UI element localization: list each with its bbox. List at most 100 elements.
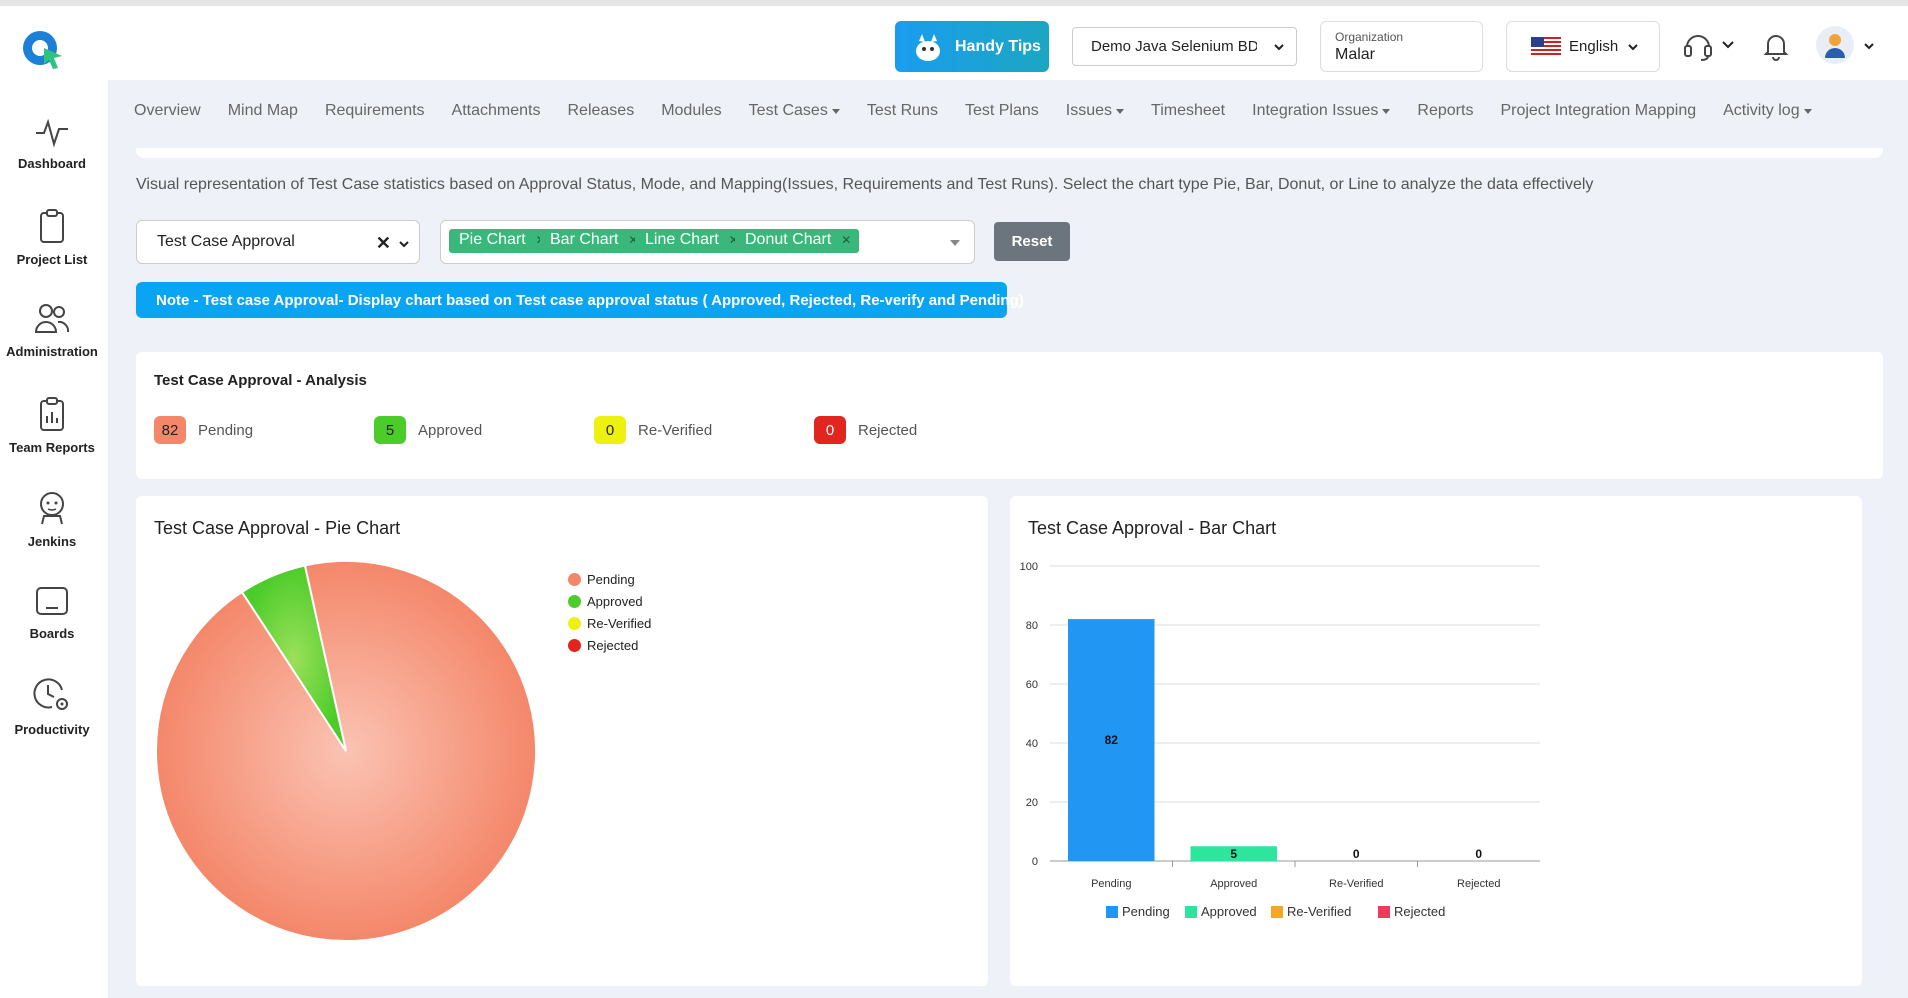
- tab-project-integration-mapping[interactable]: Project Integration Mapping: [1500, 102, 1696, 120]
- tab-label: Integration Issues: [1252, 102, 1379, 119]
- stat-pending: 82 Pending: [154, 416, 253, 444]
- tab-activity-log[interactable]: Activity log: [1723, 102, 1812, 120]
- stat-badge: 5: [374, 416, 406, 444]
- tab-label: Overview: [134, 102, 201, 119]
- organization-box[interactable]: Organization Malar: [1320, 21, 1483, 72]
- tab-label: Releases: [567, 102, 635, 119]
- legend-label[interactable]: Re-Verified: [1287, 904, 1351, 919]
- dropdown-arrow-icon[interactable]: [950, 240, 960, 246]
- us-flag-icon: [1531, 36, 1561, 57]
- legend-swatch[interactable]: [1271, 906, 1283, 918]
- bar-chart-title: Test Case Approval - Bar Chart: [1028, 518, 1277, 538]
- chip-pie-chart[interactable]: Pie Chart✕: [449, 229, 554, 253]
- legend-item[interactable]: Pending: [568, 568, 651, 590]
- sidebar-item-project-list[interactable]: Project List: [0, 208, 104, 267]
- clipboard-icon: [40, 209, 64, 243]
- tab-label: Requirements: [324, 102, 425, 119]
- notifications-button[interactable]: [1763, 31, 1789, 66]
- sidebar-item-team-reports[interactable]: Team Reports: [0, 396, 104, 455]
- tab-releases[interactable]: Releases: [567, 102, 634, 120]
- tab-modules[interactable]: Modules: [661, 102, 721, 120]
- handy-tips-button[interactable]: Handy Tips: [895, 21, 1049, 72]
- chip-bar-chart[interactable]: Bar Chart ✕: [540, 229, 647, 253]
- chip-label: Line Chart: [645, 231, 719, 248]
- sidebar: Dashboard Project List Administration Te…: [0, 80, 108, 998]
- sidebar-item-boards[interactable]: Boards: [0, 584, 104, 641]
- clear-icon[interactable]: ✕: [375, 233, 391, 253]
- stat-label: Rejected: [858, 421, 918, 439]
- sidebar-item-label: Boards: [29, 626, 75, 641]
- sidebar-item-label: Jenkins: [27, 534, 77, 549]
- user-avatar[interactable]: [1816, 26, 1854, 64]
- sidebar-item-jenkins[interactable]: Jenkins: [0, 490, 104, 549]
- legend-dot: [568, 616, 581, 630]
- tab-test-runs[interactable]: Test Runs: [867, 102, 938, 120]
- legend-label[interactable]: Pending: [1122, 904, 1170, 919]
- main-content: Overview Mind Map Requirements Attachments R…: [108, 80, 1908, 998]
- info-note: Note - Test case Approval- Display chart…: [136, 282, 1024, 318]
- tab-integration-issues[interactable]: Integration Issues: [1252, 102, 1391, 120]
- chip-label: Donut Chart: [745, 231, 832, 248]
- sidebar-item-label: Administration: [6, 344, 98, 359]
- tab-label: Activity log: [1723, 102, 1800, 119]
- stat-label: Re-Verified: [638, 421, 713, 439]
- sidebar-item-label: Team Reports: [9, 440, 95, 455]
- remove-chip-icon[interactable]: ✕: [728, 233, 739, 247]
- organization-label: Organization: [1335, 30, 1404, 44]
- sidebar-item-productivity[interactable]: Productivity: [0, 676, 104, 737]
- data-label: 5: [1230, 847, 1237, 861]
- sidebar-item-administration[interactable]: Administration: [0, 302, 104, 359]
- chart-type-multiselect[interactable]: Pie Chart✕ Bar Chart✕ Line Chart ✕ Donut …: [440, 220, 975, 264]
- pie-chart: [155, 560, 537, 942]
- legend-swatch[interactable]: [1185, 906, 1197, 918]
- tab-requirements[interactable]: Requirements: [325, 102, 425, 120]
- tab-timesheet[interactable]: Timesheet: [1151, 102, 1225, 120]
- support-menu[interactable]: [1683, 31, 1737, 66]
- project-select-value: Demo Java Selenium BDD: [1091, 38, 1257, 55]
- chevron-down-icon[interactable]: [1862, 39, 1876, 53]
- legend-label[interactable]: Rejected: [1394, 904, 1445, 919]
- chip-donut-chart[interactable]: Donut Chart ✕: [735, 229, 860, 253]
- project-select[interactable]: Demo Java Selenium BDD: [1072, 27, 1297, 66]
- chevron-down-icon[interactable]: [397, 237, 411, 251]
- bar-approved[interactable]: [1190, 846, 1278, 861]
- tab-mind-map[interactable]: Mind Map: [228, 102, 298, 120]
- top-bar: Handy Tips Demo Java Selenium BDD Organi…: [0, 0, 1908, 80]
- tab-issues[interactable]: Issues: [1066, 102, 1125, 120]
- chip-line-chart[interactable]: Line Chart ✕: [635, 229, 747, 253]
- y-tick-label: 100: [1020, 561, 1038, 573]
- legend-item[interactable]: Rejected: [568, 634, 651, 656]
- project-tabs: Overview Mind Map Requirements Attachments R…: [134, 102, 1839, 120]
- sidebar-item-dashboard[interactable]: Dashboard: [0, 116, 104, 171]
- stat-badge: 0: [594, 416, 626, 444]
- legend-item[interactable]: Re-Verified: [568, 612, 651, 634]
- legend-item[interactable]: Approved: [568, 590, 651, 612]
- tab-test-plans[interactable]: Test Plans: [965, 102, 1039, 120]
- language-select[interactable]: English: [1506, 21, 1660, 72]
- tab-attachments[interactable]: Attachments: [452, 102, 541, 120]
- app-logo[interactable]: [20, 26, 64, 70]
- sidebar-item-label: Dashboard: [18, 156, 86, 171]
- tab-overview[interactable]: Overview: [134, 102, 201, 120]
- tab-label: Test Plans: [964, 102, 1039, 119]
- reset-button[interactable]: Reset: [994, 222, 1070, 261]
- caret-down-icon: [1803, 108, 1812, 114]
- tab-reports[interactable]: Reports: [1417, 102, 1473, 120]
- analysis-title: Test Case Approval - Analysis: [154, 372, 367, 389]
- mascot-icon: [916, 33, 940, 61]
- legend-dot: [568, 594, 581, 608]
- report-type-select[interactable]: Test Case Approval ✕: [136, 220, 420, 264]
- y-tick-label: 0: [1032, 856, 1038, 868]
- users-icon: [34, 304, 70, 333]
- remove-chip-icon[interactable]: ✕: [628, 233, 639, 247]
- bar-chart: 0 20 40 60 80 100 82 Pending 5 Approved 0 Re-Verifi…: [1020, 561, 1540, 919]
- legend-label[interactable]: Approved: [1201, 904, 1257, 919]
- caret-down-icon: [831, 108, 840, 114]
- bar-pending[interactable]: [1068, 619, 1155, 861]
- legend-swatch[interactable]: [1378, 906, 1390, 918]
- clock-gear-icon: [33, 678, 68, 710]
- legend-swatch[interactable]: [1106, 906, 1118, 918]
- pie-slice-approved[interactable]: [240, 564, 347, 752]
- remove-chip-icon[interactable]: ✕: [841, 233, 852, 247]
- tab-test-cases[interactable]: Test Cases: [749, 102, 840, 120]
